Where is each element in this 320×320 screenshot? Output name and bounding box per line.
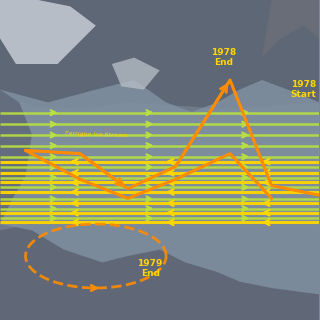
Polygon shape xyxy=(0,224,319,320)
Polygon shape xyxy=(0,90,32,224)
Text: 1979
End: 1979 End xyxy=(138,259,163,278)
Polygon shape xyxy=(0,96,319,230)
Polygon shape xyxy=(0,0,96,64)
Text: Ferrigno Ice Stream: Ferrigno Ice Stream xyxy=(65,131,127,138)
Text: 1978
Start: 1978 Start xyxy=(291,80,316,99)
Polygon shape xyxy=(262,0,319,58)
Polygon shape xyxy=(0,0,319,112)
Text: 1978
End: 1978 End xyxy=(211,48,236,67)
Polygon shape xyxy=(112,58,160,90)
